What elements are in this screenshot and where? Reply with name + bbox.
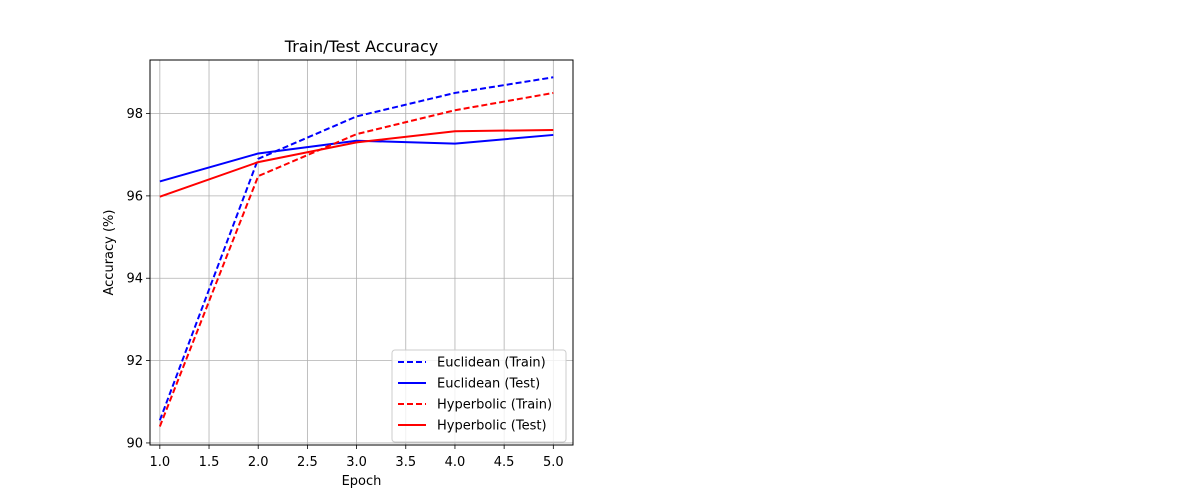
x-tick-label: 1.5: [199, 455, 220, 470]
legend-label: Hyperbolic (Test): [437, 419, 547, 434]
y-tick-label: 98: [126, 107, 143, 122]
legend-entries: Euclidean (Train) Euclidean (Test) Hyperbo…: [398, 356, 552, 434]
series-lines: [158, 76, 554, 427]
x-tick-label: 2.5: [297, 455, 318, 470]
x-tick-label: 5.0: [543, 455, 564, 470]
x-tick-label: 4.0: [445, 455, 466, 470]
x-tick-label: 2.0: [248, 455, 269, 470]
legend-label: Hyperbolic (Train): [437, 398, 552, 413]
x-tick-label: 3.0: [346, 455, 367, 470]
x-tick-label: 3.5: [395, 455, 416, 470]
legend: Euclidean (Train) Euclidean (Test) Hyperbo…: [391, 349, 567, 443]
y-tick-label: 92: [126, 354, 143, 369]
y-axis-label: Accuracy (%): [102, 210, 117, 296]
y-tick-label: 94: [126, 272, 143, 287]
grid: [150, 60, 573, 445]
y-tick-label: 96: [126, 189, 143, 204]
legend-label: Euclidean (Train): [437, 356, 546, 371]
x-tick-label: 4.5: [494, 455, 515, 470]
x-axis-label: Epoch: [342, 474, 382, 489]
legend-label: Euclidean (Test): [437, 377, 540, 392]
y-tick-label: 90: [126, 436, 143, 451]
series-line-euclidean-test: [159, 133, 554, 183]
legend-box: [391, 349, 567, 443]
series-line-hyperbolic-test: [159, 129, 554, 198]
x-tick-label: 1.0: [149, 455, 170, 470]
ticks: 1.0 1.5 2.0 2.5 3.0 3.5 4.0 4.5 5.0 90 92 94 96 98: [126, 107, 563, 470]
chart-title: Train/Test Accuracy: [284, 37, 438, 56]
plot-frame: [149, 59, 574, 446]
